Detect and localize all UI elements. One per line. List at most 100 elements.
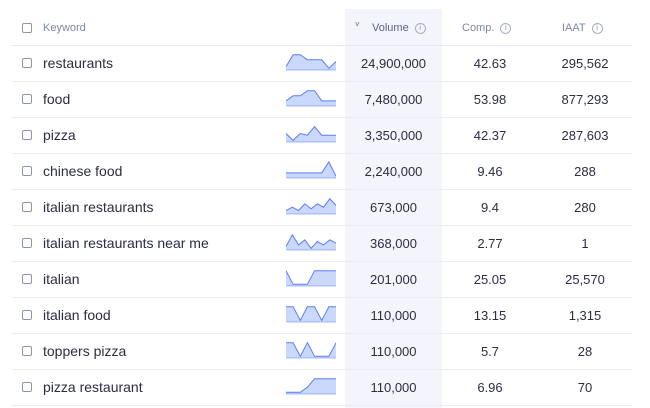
iaat-cell: 288 xyxy=(574,164,596,179)
iaat-cell: 280 xyxy=(574,200,596,215)
info-icon[interactable]: i xyxy=(500,23,512,34)
volume-column-label: Volume xyxy=(372,22,409,34)
trend-sparkline xyxy=(286,54,336,71)
iaat-cell: 25,570 xyxy=(565,272,605,287)
table-row[interactable]: food 7,480,000 53.98 877,293 xyxy=(12,82,632,118)
info-icon[interactable]: i xyxy=(414,23,426,34)
sparkline-area xyxy=(286,90,336,106)
keyword-cell[interactable]: restaurants xyxy=(43,55,114,71)
iaat-cell: 295,562 xyxy=(561,56,609,71)
keyword-column-header[interactable]: Keyword xyxy=(43,22,86,34)
sparkline-area xyxy=(286,54,336,70)
row-checkbox[interactable] xyxy=(22,166,32,176)
volume-cell: 2,240,000 xyxy=(364,164,423,179)
table-row[interactable]: toppers pizza 110,000 5.7 28 xyxy=(12,334,632,370)
sparkline-line xyxy=(286,270,336,285)
trend-sparkline xyxy=(286,306,336,323)
volume-cell: 7,480,000 xyxy=(364,92,423,107)
sort-descending-icon[interactable]: ˅ xyxy=(355,20,360,29)
keyword-cell[interactable]: pizza restaurant xyxy=(43,379,143,395)
comp-column-label: Comp. xyxy=(462,22,495,34)
volume-cell: 201,000 xyxy=(370,272,417,287)
comp-cell: 42.37 xyxy=(473,128,507,143)
row-checkbox[interactable] xyxy=(22,274,32,284)
row-checkbox[interactable] xyxy=(22,310,32,320)
sparkline-line xyxy=(286,54,336,70)
table-header: Keyword ˅ Volume i Comp. i IAAT i xyxy=(12,0,632,46)
row-checkbox[interactable] xyxy=(22,58,32,68)
trend-sparkline xyxy=(286,125,336,143)
trend-sparkline xyxy=(286,378,336,395)
table-row[interactable]: chinese food 2,240,000 9.46 288 xyxy=(12,154,632,190)
sparkline-line xyxy=(286,160,336,177)
trend-sparkline xyxy=(286,341,336,359)
sparkline-line xyxy=(286,306,336,322)
table-row[interactable]: pizza 3,350,000 42.37 287,603 xyxy=(12,118,632,154)
iaat-cell: 70 xyxy=(577,380,593,395)
table-row[interactable]: restaurants 24,900,000 42.63 295,562 xyxy=(12,46,632,82)
comp-cell: 42.63 xyxy=(473,56,507,71)
row-checkbox[interactable] xyxy=(22,130,32,140)
sparkline-area xyxy=(286,161,336,178)
comp-cell: 9.46 xyxy=(477,164,503,179)
select-all-checkbox[interactable] xyxy=(22,23,32,33)
keyword-cell[interactable]: pizza xyxy=(43,127,76,143)
volume-cell: 673,000 xyxy=(370,200,417,215)
keyword-cell[interactable]: italian food xyxy=(43,307,111,323)
table-row[interactable]: pizza restaurant 110,000 6.96 70 xyxy=(12,370,632,406)
iaat-cell: 1 xyxy=(581,236,589,251)
iaat-cell: 28 xyxy=(577,344,593,359)
trend-sparkline xyxy=(286,270,336,287)
sparkline-area xyxy=(286,378,336,394)
comp-cell: 53.98 xyxy=(473,92,507,107)
comp-cell: 13.15 xyxy=(473,308,507,323)
sparkline-line xyxy=(286,233,336,250)
info-icon[interactable]: i xyxy=(591,23,603,34)
trend-sparkline xyxy=(286,233,336,251)
keyword-cell[interactable]: food xyxy=(43,91,71,107)
sparkline-line xyxy=(286,341,336,358)
volume-cell: 110,000 xyxy=(370,308,417,323)
iaat-cell: 1,315 xyxy=(568,308,602,323)
table-row[interactable]: italian restaurants near me 368,000 2.77 1 xyxy=(12,226,632,262)
sparkline-line xyxy=(286,378,336,393)
table-row[interactable]: italian food 110,000 13.15 1,315 xyxy=(12,298,632,334)
comp-column-header[interactable]: Comp. i xyxy=(462,22,512,34)
iaat-column-header[interactable]: IAAT i xyxy=(562,22,603,34)
sparkline-line xyxy=(286,90,336,102)
comp-cell: 25.05 xyxy=(473,272,507,287)
volume-cell: 110,000 xyxy=(370,344,417,359)
table-row[interactable]: italian 201,000 25.05 25,570 xyxy=(12,262,632,298)
sparkline-line xyxy=(286,197,336,212)
iaat-column-label: IAAT xyxy=(562,22,586,34)
comp-cell: 6.96 xyxy=(477,380,503,395)
comp-cell: 9.4 xyxy=(480,200,500,215)
sparkline-line xyxy=(286,125,336,141)
keyword-cell[interactable]: chinese food xyxy=(43,163,123,179)
keyword-cell[interactable]: italian xyxy=(43,271,80,287)
row-checkbox[interactable] xyxy=(22,382,32,392)
comp-cell: 2.77 xyxy=(477,236,503,251)
row-checkbox[interactable] xyxy=(22,238,32,248)
row-checkbox[interactable] xyxy=(22,94,32,104)
sparkline-area xyxy=(286,234,336,250)
keyword-cell[interactable]: toppers pizza xyxy=(43,343,127,359)
sparkline-area xyxy=(286,198,336,214)
trend-sparkline xyxy=(286,160,336,179)
keyword-cell[interactable]: italian restaurants near me xyxy=(43,235,209,251)
volume-column-highlight xyxy=(345,9,442,408)
volume-cell: 368,000 xyxy=(370,236,417,251)
volume-cell: 3,350,000 xyxy=(364,128,423,143)
row-checkbox[interactable] xyxy=(22,202,32,212)
table-row[interactable]: italian restaurants 673,000 9.4 280 xyxy=(12,190,632,226)
trend-sparkline xyxy=(286,197,336,215)
row-checkbox[interactable] xyxy=(22,346,32,356)
comp-cell: 5.7 xyxy=(480,344,500,359)
volume-cell: 24,900,000 xyxy=(360,56,427,71)
volume-column-header[interactable]: Volume i xyxy=(372,22,426,34)
sparkline-area xyxy=(286,306,336,322)
iaat-cell: 287,603 xyxy=(561,128,609,143)
trend-sparkline xyxy=(286,90,336,107)
keyword-cell[interactable]: italian restaurants xyxy=(43,199,154,215)
